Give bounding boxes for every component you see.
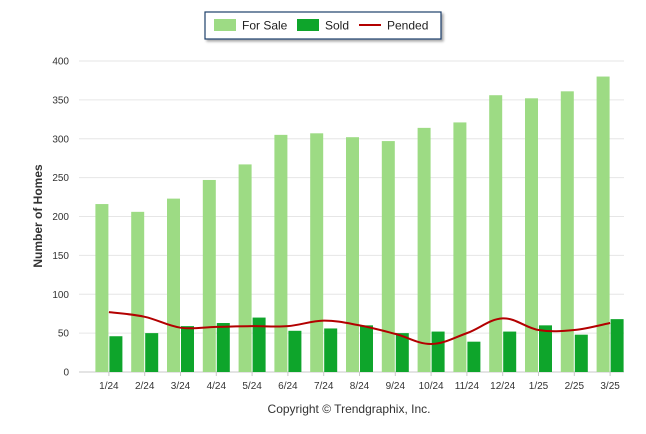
y-tick-label: 350 xyxy=(52,95,69,106)
bar-sold xyxy=(431,331,445,372)
bar-sold xyxy=(216,323,230,372)
bar-for-sale xyxy=(346,137,359,372)
bar-for-sale xyxy=(95,204,109,372)
bar-for-sale xyxy=(131,211,145,372)
x-tick-label: 5/24 xyxy=(242,381,262,392)
x-tick-label: 12/24 xyxy=(490,381,515,392)
x-tick-label: 3/25 xyxy=(600,381,620,392)
y-tick-label: 150 xyxy=(52,251,69,262)
bar-sold xyxy=(252,317,266,372)
y-tick-label: 250 xyxy=(52,173,69,184)
bar-for-sale xyxy=(238,164,252,372)
legend-item-pended[interactable]: Pended xyxy=(359,19,428,33)
x-tick-label: 7/24 xyxy=(314,381,334,392)
bar-sold xyxy=(288,330,302,372)
legend-label-for-sale: For Sale xyxy=(242,19,288,33)
x-tick-label: 2/25 xyxy=(565,381,585,392)
legend-swatch-sold xyxy=(297,19,319,31)
x-tick-label: 8/24 xyxy=(350,381,370,392)
x-tick-label: 4/24 xyxy=(207,381,227,392)
x-tick-label: 9/24 xyxy=(386,381,406,392)
bar-sold xyxy=(467,341,481,372)
legend: For Sale Sold Pended xyxy=(204,11,442,40)
bar-for-sale xyxy=(525,98,538,372)
legend-swatch-for-sale xyxy=(214,19,236,31)
y-tick-label: 0 xyxy=(63,368,69,379)
x-tick-label: 10/24 xyxy=(419,381,444,392)
bar-sold xyxy=(539,325,552,372)
bar-for-sale xyxy=(417,127,431,373)
legend-item-sold[interactable]: Sold xyxy=(297,19,349,33)
bar-for-sale xyxy=(560,91,574,372)
bar-sold xyxy=(324,328,338,372)
y-tick-label: 100 xyxy=(52,290,69,301)
bar-sold xyxy=(610,319,624,372)
x-tick-label: 11/24 xyxy=(455,381,480,392)
bar-sold xyxy=(503,331,517,372)
bar-sold xyxy=(145,333,159,372)
x-tick-label: 2/24 xyxy=(135,381,155,392)
bar-for-sale xyxy=(453,122,467,372)
y-tick-label: 400 xyxy=(52,57,69,68)
y-tick-label: 300 xyxy=(52,134,69,145)
bar-for-sale xyxy=(167,198,180,372)
y-tick-label: 200 xyxy=(52,212,69,223)
x-tick-label: 3/24 xyxy=(171,381,191,392)
x-tick-label: 6/24 xyxy=(278,381,298,392)
bar-sold xyxy=(574,334,588,372)
bar-for-sale xyxy=(310,133,324,372)
bar-for-sale xyxy=(274,134,288,372)
bar-sold xyxy=(395,333,409,372)
bar-for-sale xyxy=(202,179,216,372)
plot-area: 0 50 100 150 200 250 300 350 400 1/24 2/24 3/24 4/24… xyxy=(52,57,624,392)
legend-label-pended: Pended xyxy=(387,19,428,33)
legend-item-for-sale[interactable]: For Sale xyxy=(214,19,288,33)
legend-label-sold: Sold xyxy=(325,19,349,33)
y-axis-title: Number of Homes xyxy=(31,164,45,268)
bar-sold xyxy=(360,325,373,372)
bar-for-sale xyxy=(489,95,503,373)
bar-for-sale xyxy=(596,76,610,373)
bar-for-sale xyxy=(381,141,395,372)
x-tick-label: 1/24 xyxy=(99,381,119,392)
x-tick-label: 1/25 xyxy=(529,381,549,392)
line-pended xyxy=(108,311,611,346)
legend-box xyxy=(204,11,442,40)
bar-sold xyxy=(109,336,123,372)
copyright-footer: Copyright © Trendgraphix, Inc. xyxy=(268,402,431,416)
y-tick-label: 50 xyxy=(58,329,70,340)
bar-sold xyxy=(181,326,194,372)
